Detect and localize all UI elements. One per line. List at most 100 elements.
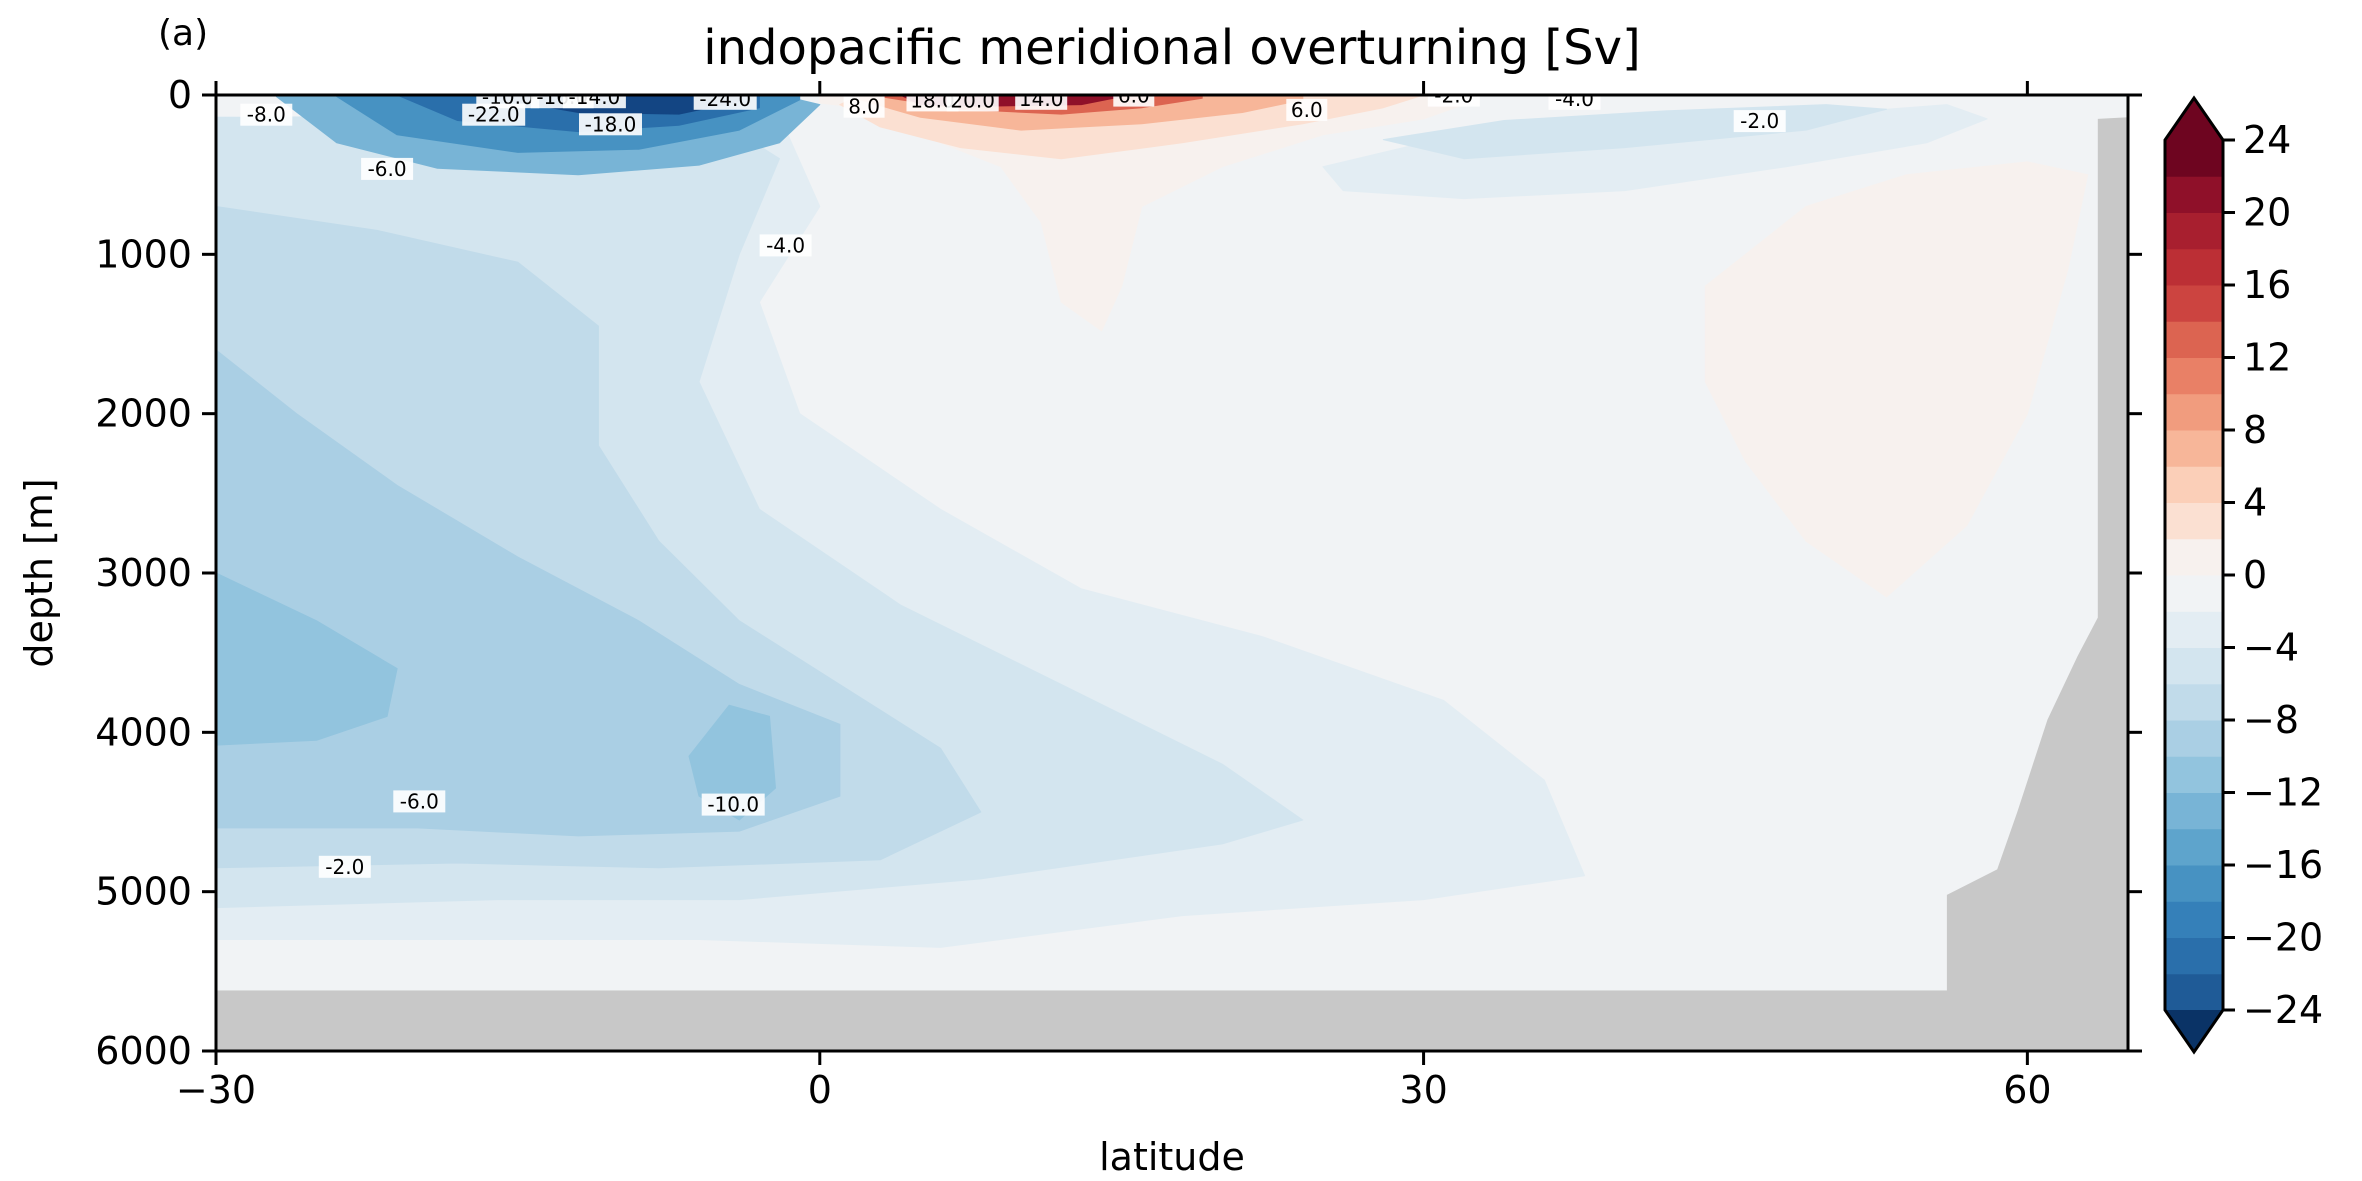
contour-label-bg bbox=[906, 95, 959, 112]
contour-label-17: -2.0 bbox=[1733, 109, 1786, 133]
contour-label-bg bbox=[1733, 110, 1786, 133]
contour-label-text: -22.0 bbox=[468, 103, 520, 127]
contour-label-bg bbox=[946, 95, 999, 112]
colorbar-tick-label: −16 bbox=[2243, 843, 2323, 887]
colorbar-band bbox=[2165, 683, 2223, 721]
y-axis: 0 1000 2000 3000 4000 5000 6000 bbox=[95, 73, 2142, 1073]
colorbar-tick-label: −12 bbox=[2243, 771, 2323, 815]
contour-label-text: -10.0 bbox=[707, 793, 759, 817]
contour-label-14: 6.0 bbox=[1286, 98, 1328, 122]
x-tick-label: 30 bbox=[1399, 1068, 1447, 1112]
contour-label-bg bbox=[1286, 98, 1328, 121]
contour-label-15: -2.0 bbox=[1427, 84, 1480, 108]
land-mask bbox=[216, 117, 2128, 1051]
contour-band-6 bbox=[1704, 161, 2089, 598]
colorbar-band bbox=[2165, 720, 2223, 757]
colorbar-tick-label: 12 bbox=[2243, 336, 2291, 380]
contour-label-bg bbox=[562, 95, 626, 109]
colorbar-tick-label: 8 bbox=[2243, 408, 2267, 452]
y-tick-label: 4000 bbox=[95, 710, 192, 754]
contour-label-9: 8.0 bbox=[843, 95, 885, 119]
contour-label-bg bbox=[240, 103, 293, 126]
contour-label-text: -6.0 bbox=[400, 789, 439, 813]
contour-label-text: -6.0 bbox=[368, 157, 407, 181]
colorbar-band bbox=[2165, 538, 2223, 576]
contour-label-20: -2.0 bbox=[318, 855, 371, 879]
colorbar-band bbox=[2165, 393, 2223, 431]
colorbar-tick-label: −20 bbox=[2243, 916, 2323, 960]
colorbar-band bbox=[2165, 647, 2223, 685]
contour-label-text: -4.0 bbox=[1555, 87, 1594, 111]
contour-label-0: -8.0 bbox=[240, 103, 293, 127]
colorbar-extend-top bbox=[2165, 98, 2223, 140]
contour-label-19: -10.0 bbox=[701, 793, 765, 817]
contour-label-text: -2.0 bbox=[1740, 109, 1779, 133]
contour-label-bg bbox=[462, 103, 526, 126]
contour-label-bg bbox=[393, 790, 446, 813]
colorbar: 24 20 16 12 8 4 0 −4 −8 −12 −16 −20 −24 bbox=[2163, 95, 2323, 1055]
contour-label-12: 14.0 bbox=[1015, 87, 1068, 111]
contour-label-bg bbox=[701, 793, 765, 816]
colorbar-band bbox=[2165, 865, 2223, 902]
contour-label-text: -14.0 bbox=[569, 85, 621, 109]
colorbar-band bbox=[2165, 828, 2223, 866]
contour-label-6: -24.0 bbox=[693, 87, 757, 111]
colorbar-tick-label: −24 bbox=[2243, 988, 2323, 1032]
contour-label-4: -14.0 bbox=[562, 85, 626, 109]
contour-fields bbox=[216, 95, 2089, 948]
colorbar-tick-label: −4 bbox=[2243, 626, 2299, 670]
land-mask-bottom bbox=[216, 990, 2128, 1051]
contour-label-bg bbox=[1015, 95, 1068, 110]
contour-label-text: 8.0 bbox=[848, 95, 880, 119]
contour-labels: -8.0-10.0-22.0-16.0-14.0-18.0-24.0-6.0-4… bbox=[240, 84, 1786, 879]
colorbar-extend-bottom bbox=[2165, 1010, 2223, 1052]
x-tick-label: 60 bbox=[2003, 1068, 2051, 1112]
y-axis-label: depth [m] bbox=[17, 478, 61, 667]
contour-label-5: -18.0 bbox=[579, 112, 642, 136]
colorbar-band bbox=[2165, 321, 2223, 358]
contour-label-text: -2.0 bbox=[1434, 84, 1473, 108]
colorbar-tick-label: 4 bbox=[2243, 481, 2267, 525]
contour-label-text: 6.0 bbox=[1291, 98, 1323, 122]
contour-label-16: -4.0 bbox=[1548, 87, 1601, 111]
colorbar-band bbox=[2165, 140, 2223, 177]
contour-label-11: 20.0 bbox=[946, 88, 999, 112]
colorbar-band bbox=[2165, 430, 2223, 467]
colorbar-band bbox=[2165, 502, 2223, 540]
colorbar-tick-label: 0 bbox=[2243, 553, 2267, 597]
contour-label-bg bbox=[693, 95, 757, 110]
colorbar-band bbox=[2165, 466, 2223, 503]
colorbar-band bbox=[2165, 285, 2223, 322]
contour-label-bg bbox=[759, 234, 812, 257]
contour-label-text: -18.0 bbox=[585, 112, 637, 136]
contour-label-text: 14.0 bbox=[1019, 87, 1064, 111]
y-tick-label: 2000 bbox=[95, 392, 192, 436]
y-tick-label: 1000 bbox=[95, 232, 192, 276]
contour-label-text: -8.0 bbox=[247, 103, 286, 127]
y-tick-label: 5000 bbox=[95, 870, 192, 914]
contour-label-bg bbox=[843, 95, 885, 118]
colorbar-tick-label: 24 bbox=[2243, 118, 2291, 162]
contour-label-bg bbox=[318, 855, 371, 878]
contour-label-2: -22.0 bbox=[462, 103, 526, 127]
contour-label-text: 18.0 bbox=[910, 88, 955, 112]
contour-label-text: -24.0 bbox=[699, 87, 751, 111]
colorbar-band bbox=[2165, 575, 2223, 612]
contour-label-8: -4.0 bbox=[759, 233, 812, 257]
colorbar-band bbox=[2165, 611, 2223, 648]
colorbar-tick-label: 20 bbox=[2243, 191, 2291, 235]
y-tick-label: 3000 bbox=[95, 551, 192, 595]
contour-label-bg bbox=[1427, 95, 1480, 107]
colorbar-band bbox=[2165, 248, 2223, 286]
contour-label-text: 20.0 bbox=[950, 88, 995, 112]
colorbar-band bbox=[2165, 212, 2223, 250]
colorbar-band bbox=[2165, 176, 2223, 213]
colorbar-band bbox=[2165, 357, 2223, 395]
x-axis: −30 0 30 60 bbox=[176, 81, 2052, 1112]
x-tick-label: −30 bbox=[176, 1068, 256, 1112]
colorbar-band bbox=[2165, 756, 2223, 793]
colorbar-tick-label: 16 bbox=[2243, 263, 2291, 307]
contour-band-4 bbox=[216, 572, 398, 746]
y-tick-label: 6000 bbox=[95, 1029, 192, 1073]
land-mask-east bbox=[1946, 117, 2128, 1051]
